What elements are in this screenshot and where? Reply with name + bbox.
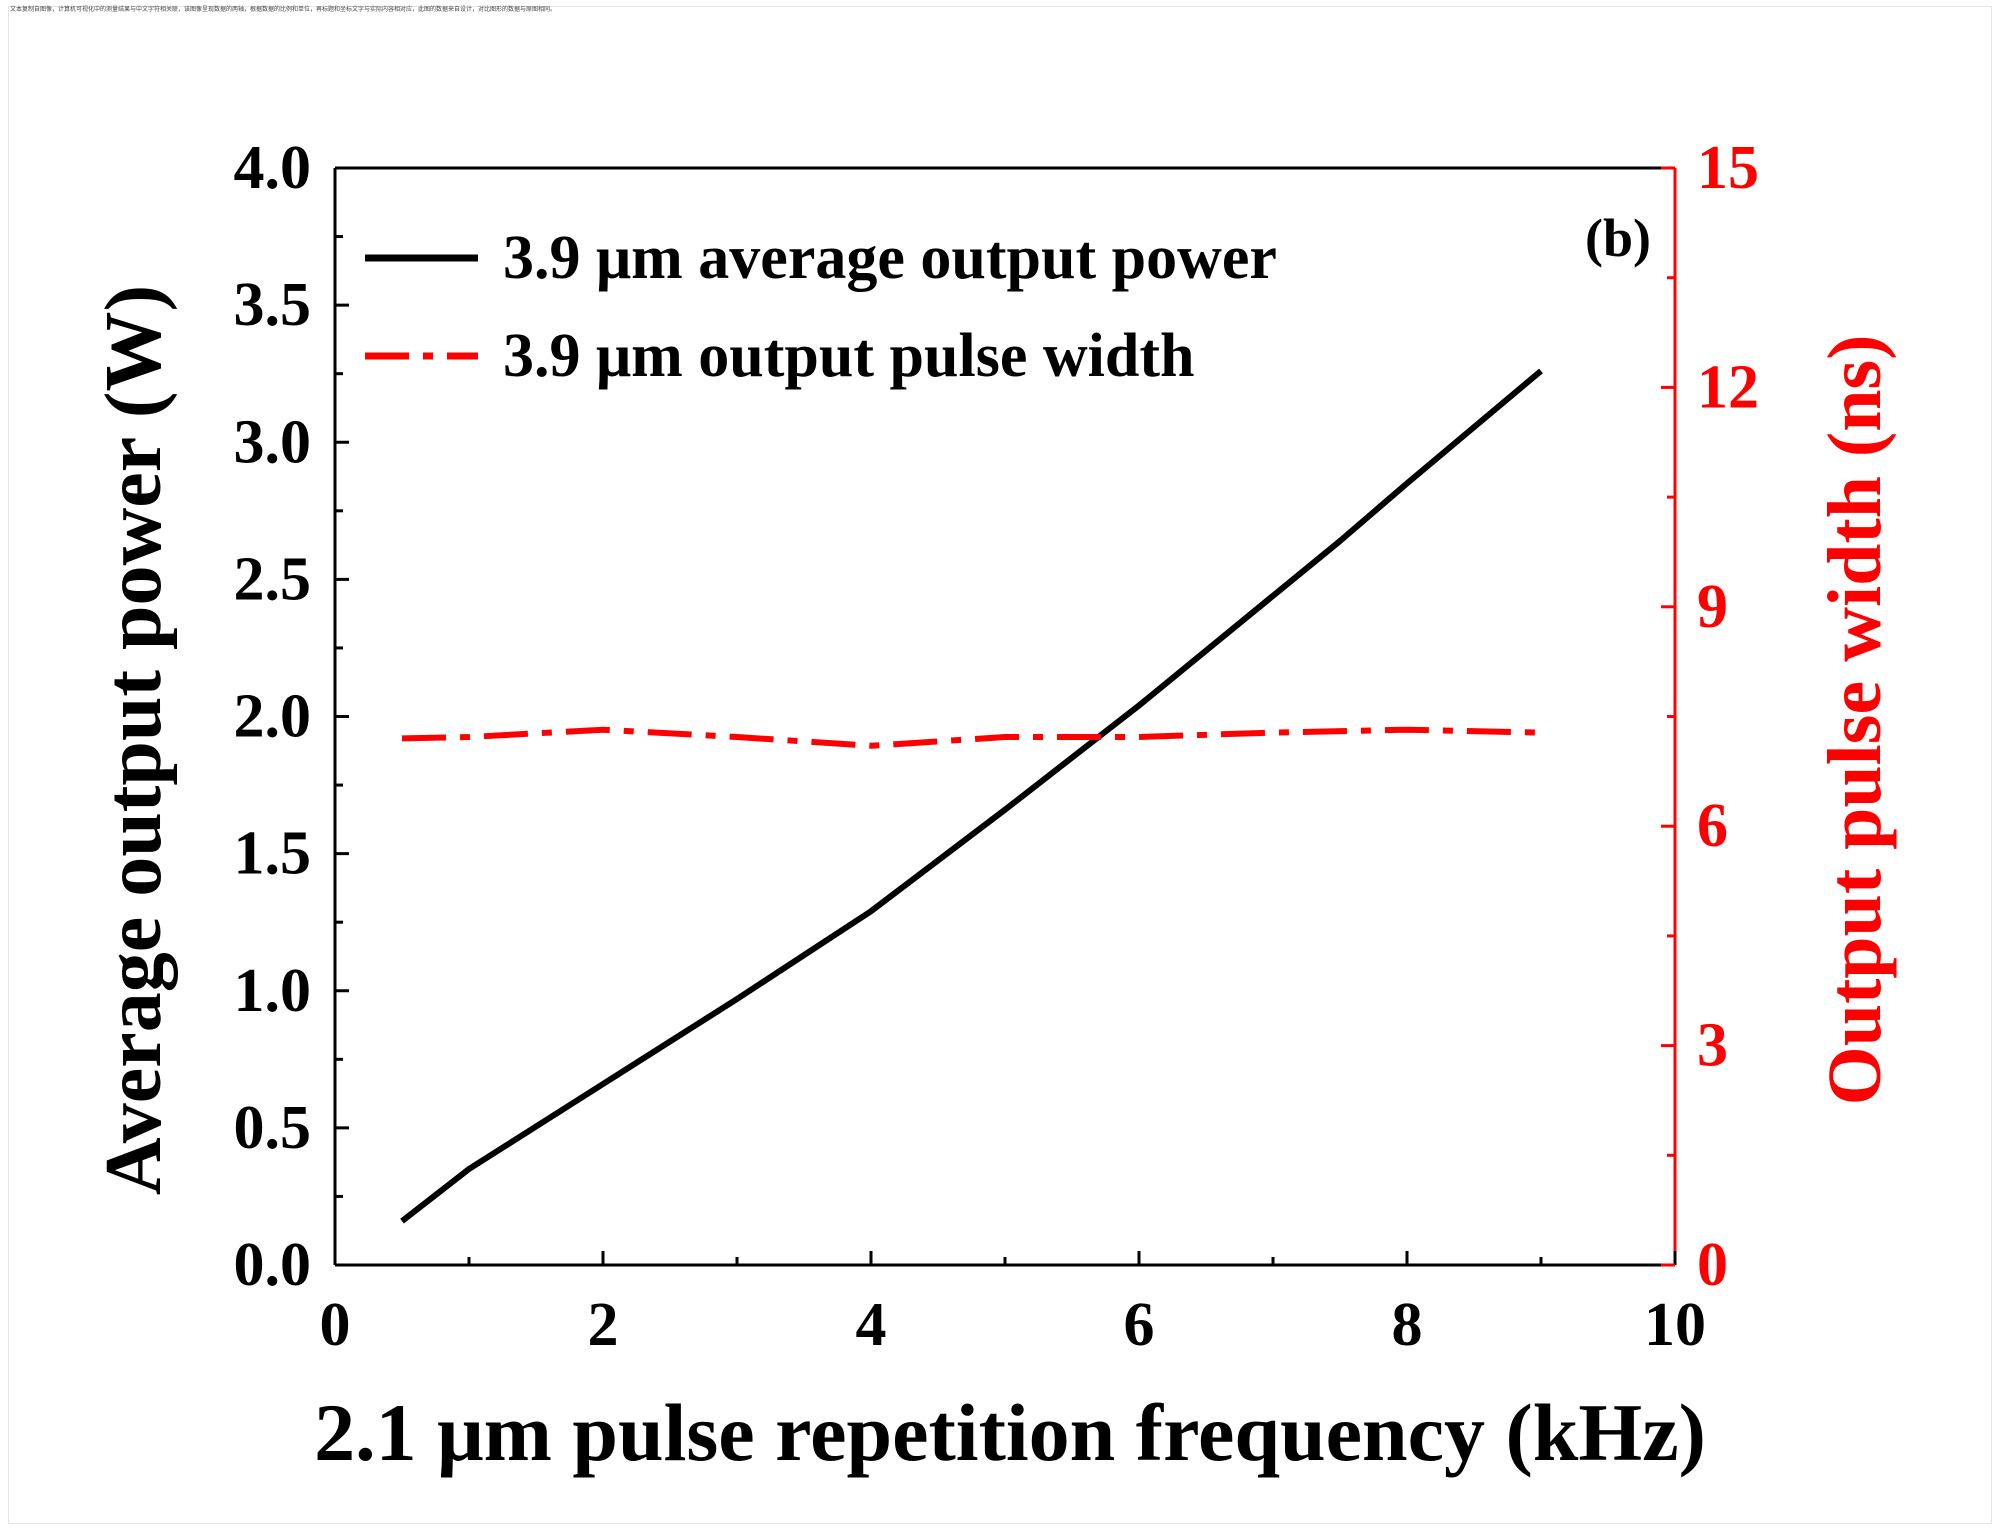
y-tick-label: 0.5 — [234, 1094, 312, 1162]
x-tick-label: 8 — [1392, 1291, 1423, 1359]
y2-tick-label: 6 — [1697, 792, 1728, 860]
y-tick-label: 2.5 — [234, 545, 312, 613]
y-tick-label: 0.0 — [234, 1231, 312, 1299]
figure-frame — [8, 6, 1992, 1524]
x-tick-label: 2 — [588, 1291, 619, 1359]
y-axis-label: Average output power (W) — [90, 285, 178, 1195]
y2-tick-label: 12 — [1697, 353, 1759, 421]
x-tick-label: 6 — [1124, 1291, 1155, 1359]
y-tick-label: 4.0 — [234, 134, 312, 202]
series — [400, 368, 1543, 1224]
x-tick-label: 0 — [320, 1291, 351, 1359]
legend: 3.9 μm average output power 3.9 μm output… — [365, 224, 1277, 390]
y2-tick-label: 3 — [1697, 1012, 1728, 1080]
y2-tick-label: 0 — [1697, 1231, 1728, 1299]
y-tick-label: 3.5 — [234, 271, 312, 339]
y2-tick-label: 15 — [1697, 134, 1759, 202]
x-tick-label: 4 — [856, 1291, 887, 1359]
panel-label: (b) — [1585, 208, 1651, 268]
pulse-width-series-line — [401, 726, 1542, 749]
power-series-line — [400, 368, 1543, 1224]
legend-label: 3.9 μm output pulse width — [503, 322, 1194, 390]
y-tick-label: 3.0 — [234, 408, 312, 476]
y2-axis-label: Output pulse width (ns) — [1813, 335, 1897, 1106]
y-tick-label: 1.0 — [234, 957, 312, 1025]
top-note: 文本复制自图像，计算机可视化中的测量结果与中文字符相关联，该图像呈现数据的两轴，… — [10, 6, 557, 13]
y2-tick-label: 9 — [1697, 573, 1728, 641]
y-tick-label: 2.0 — [234, 683, 312, 751]
legend-label: 3.9 μm average output power — [503, 224, 1277, 292]
x-tick-label: 10 — [1644, 1291, 1706, 1359]
x-axis-label: 2.1 μm pulse repetition frequency (kHz) — [314, 1387, 1706, 1478]
y-tick-label: 1.5 — [234, 820, 312, 888]
ticks: 0 2 4 6 8 10 0.0 0.5 1.0 1.5 2.0 2.5 3.0 3.5 4.0 0 3 6 9 12… — [234, 134, 1760, 1359]
